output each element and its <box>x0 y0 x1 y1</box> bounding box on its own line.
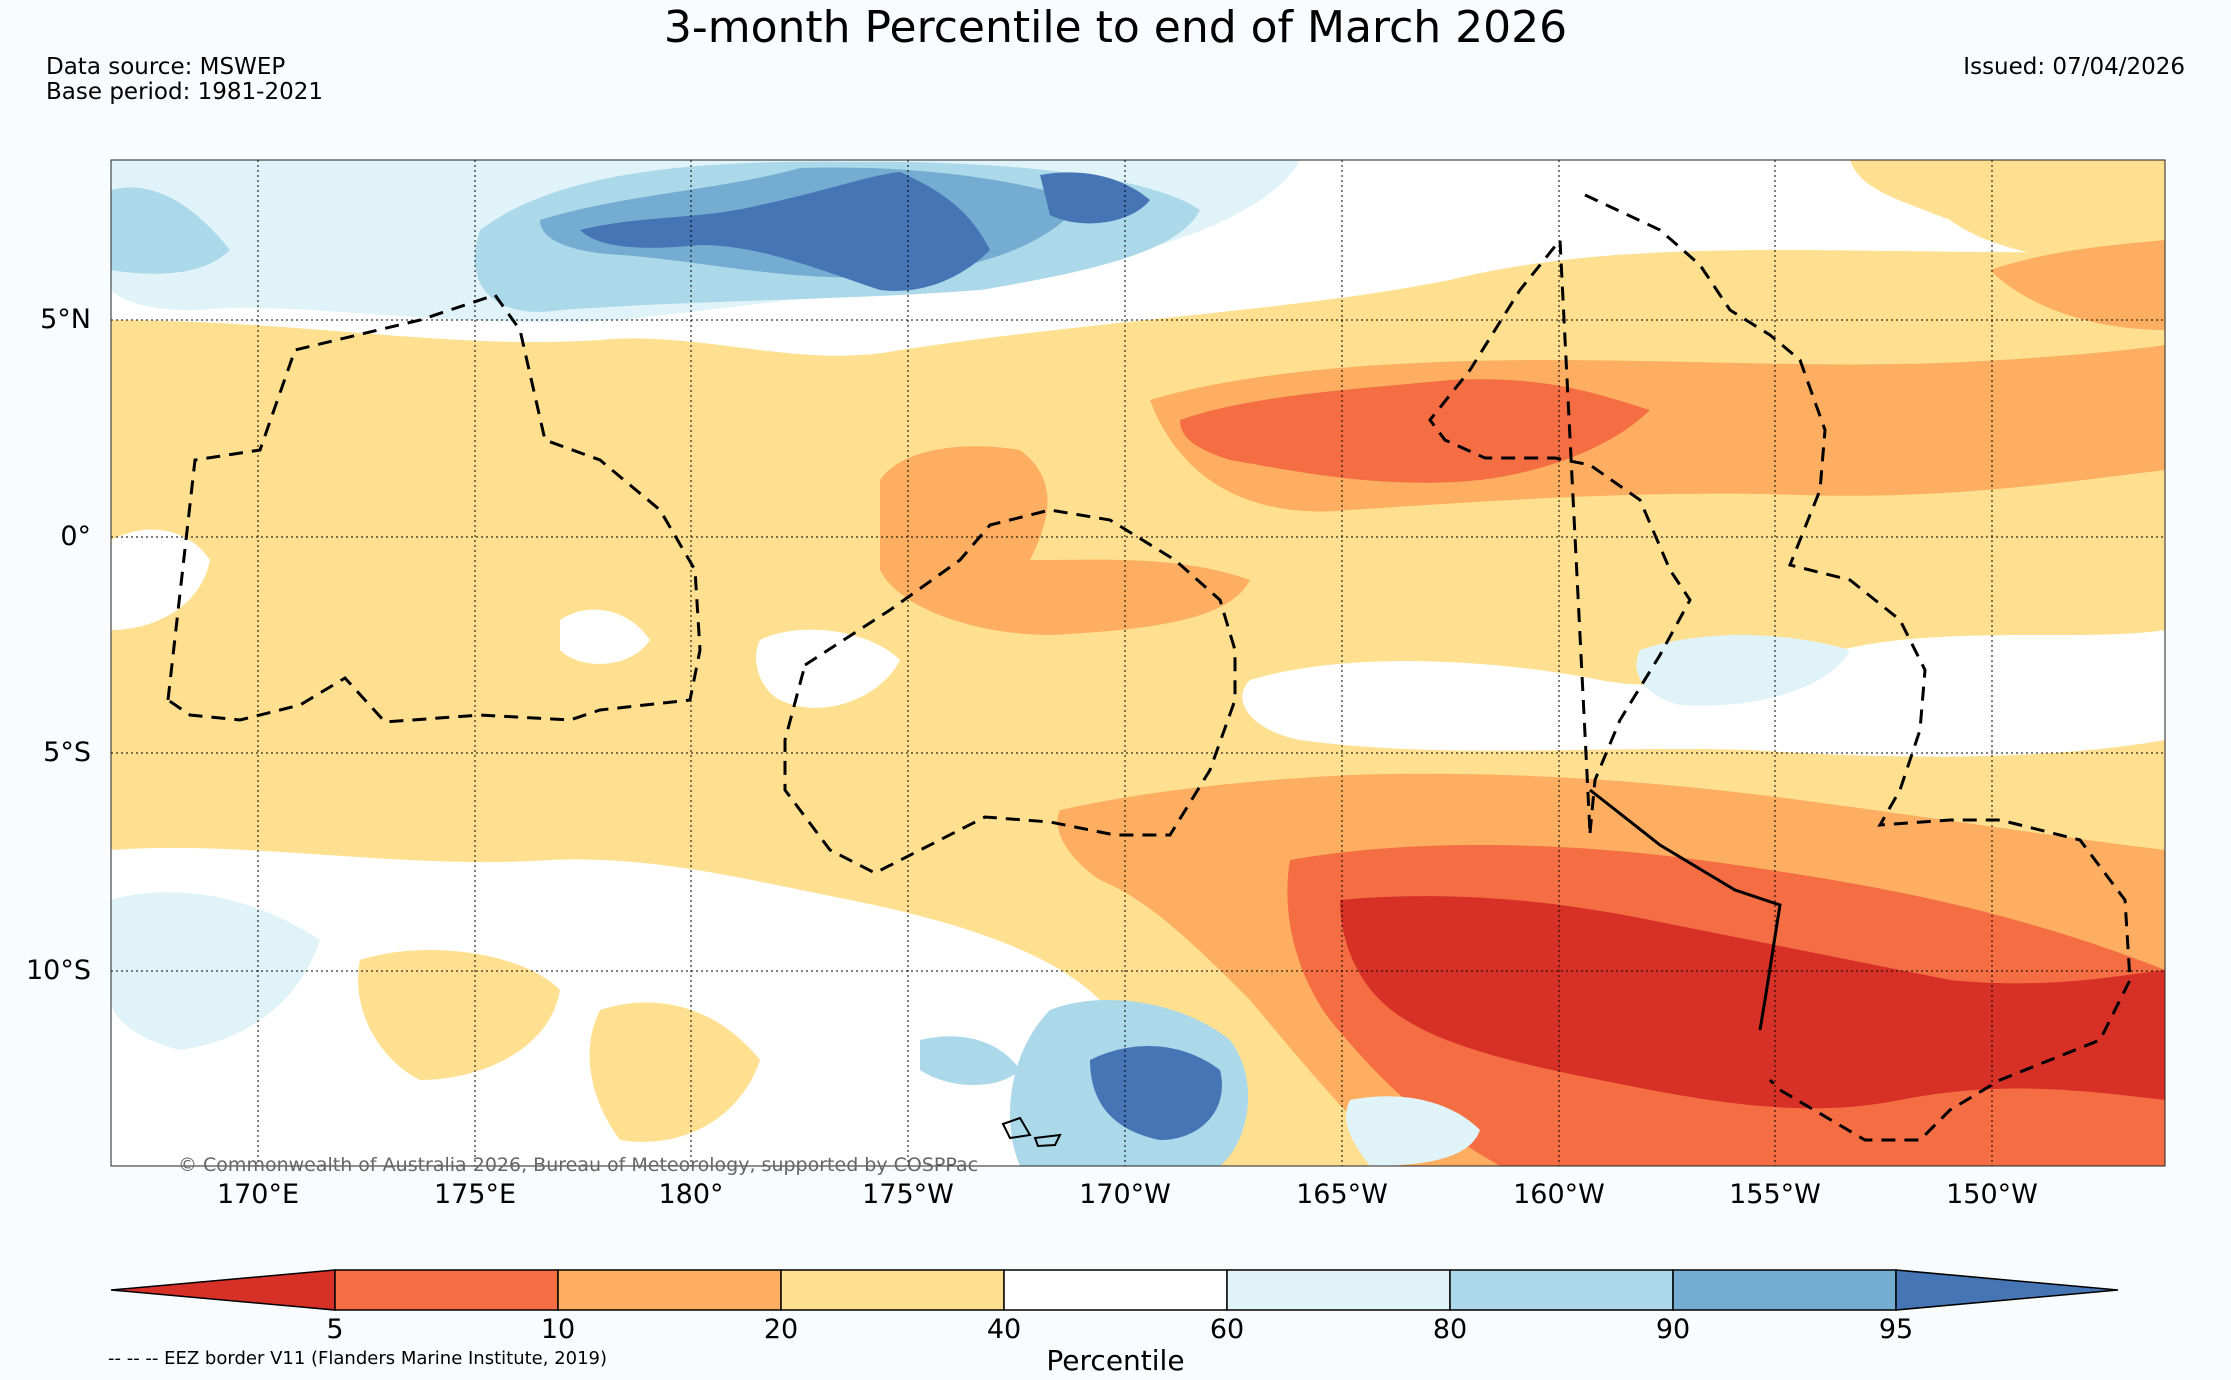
colorbar-tick-label: 80 <box>1432 1314 1468 1345</box>
eez-border-kiribati <box>1428 193 2132 1142</box>
gridlines <box>111 160 2165 1166</box>
x-tick-label: 180° <box>658 1179 724 1210</box>
x-tick-label: 175°E <box>433 1179 517 1210</box>
eez-border-tokelau <box>783 508 1237 875</box>
colorbar-segment-20-40 <box>780 1269 1005 1311</box>
colorbar-tick-label: 95 <box>1878 1314 1914 1345</box>
region-above-95-north-east <box>1040 172 1150 224</box>
island-outline <box>1001 1116 1032 1140</box>
region-20-40-s <box>589 1002 760 1142</box>
colorbar-segment-40-60 <box>1003 1269 1228 1311</box>
colorbar-segment-below-5 <box>110 1269 336 1311</box>
colorbar-tick-label: 60 <box>1209 1314 1245 1345</box>
x-tick-label: 170°W <box>1079 1179 1171 1210</box>
colorbar-tick-label: 5 <box>326 1314 344 1345</box>
colorbar-tick-label: 10 <box>540 1314 576 1345</box>
region-40-60-center-west <box>756 629 900 708</box>
data-source-label: Data source: MSWEP <box>46 54 286 80</box>
x-tick-label: 160°W <box>1513 1179 1605 1210</box>
island-outline <box>1033 1133 1062 1148</box>
region-80-90-nw <box>111 187 230 274</box>
colorbar <box>110 1269 2119 1311</box>
region-20-40-sw <box>358 950 560 1080</box>
eez-borders <box>166 193 2132 1142</box>
eez-solid-border <box>1589 788 1782 1031</box>
y-tick-label: 10°S <box>26 955 91 986</box>
eez-border-tuvalu <box>166 293 702 724</box>
region-10-20-ne <box>1990 240 2165 330</box>
region-above-95-north <box>580 172 990 291</box>
region-60-80-sw <box>111 892 320 1050</box>
base-period-label: Base period: 1981-2021 <box>46 79 324 105</box>
x-tick-label: 150°W <box>1946 1179 2038 1210</box>
x-tick-label: 155°W <box>1729 1179 1821 1210</box>
region-40-60-ne <box>1550 160 1852 242</box>
colorbar-segment-90-95 <box>1672 1269 1897 1311</box>
colorbar-segment-60-80 <box>1226 1269 1451 1311</box>
issued-date-label: Issued: 07/04/2026 <box>1963 54 2185 80</box>
colorbar-tick-label: 20 <box>763 1314 799 1345</box>
colorbar-label: Percentile <box>1046 1344 1185 1377</box>
colorbar-segment-5-10 <box>334 1269 559 1311</box>
colorbar-tick-label: 90 <box>1655 1314 1691 1345</box>
x-tick-label: 175°W <box>862 1179 954 1210</box>
y-tick-label: 5°N <box>40 304 91 335</box>
region-60-80-south-east <box>1346 1096 1480 1166</box>
eez-solid-line <box>1589 788 1782 1031</box>
colorbar-tick-label: 40 <box>986 1314 1022 1345</box>
x-tick-label: 165°W <box>1296 1179 1388 1210</box>
colorbar-segment-above-95 <box>1895 1269 2119 1311</box>
map-frame <box>110 159 2166 1167</box>
region-above-95-south <box>1090 1046 1222 1140</box>
region-20-40-ne <box>1850 160 2165 263</box>
x-tick-label: 170°E <box>216 1179 300 1210</box>
colorbar-segment-80-90 <box>1449 1269 1674 1311</box>
y-tick-label: 0° <box>60 521 91 552</box>
region-below-5-south <box>1340 896 2165 1109</box>
y-tick-label: 5°S <box>43 737 91 768</box>
percentile-field <box>111 160 2165 1166</box>
map-title: 3-month Percentile to end of March 2026 <box>663 2 1568 53</box>
region-10-20-central <box>880 446 1250 635</box>
copyright-notice: © Commonwealth of Australia 2026, Bureau… <box>178 1154 979 1176</box>
region-60-80-central <box>1636 635 1850 706</box>
eez-legend-note: -- -- -- EEZ border V11 (Flanders Marine… <box>108 1348 608 1369</box>
region-40-60-west-central <box>560 609 650 664</box>
colorbar-segment-10-20 <box>557 1269 782 1311</box>
region-80-90-south-west <box>920 1036 1020 1085</box>
